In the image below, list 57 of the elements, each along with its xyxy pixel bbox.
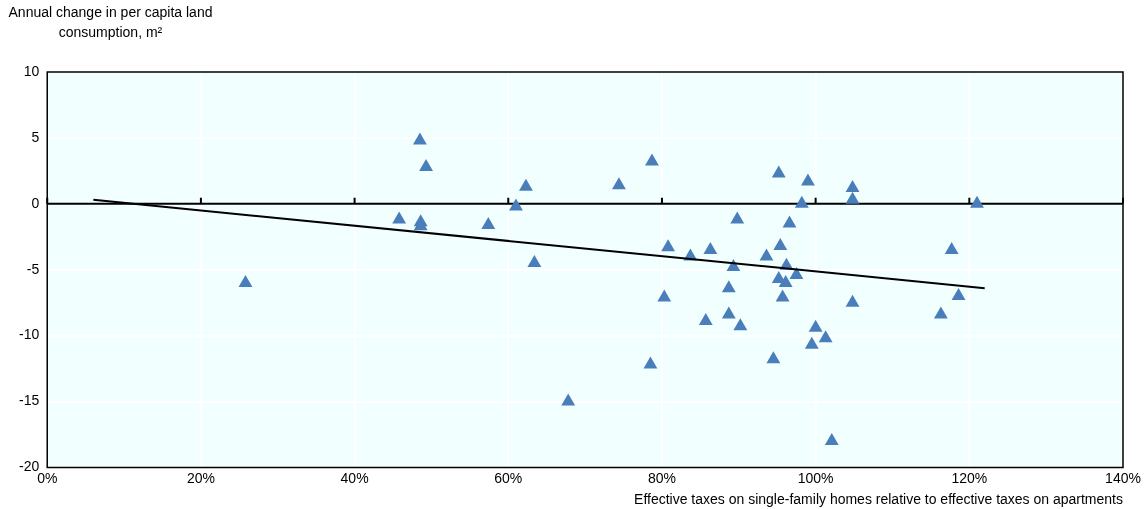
x-tick-label: 120% bbox=[951, 469, 988, 486]
x-tick-label: 40% bbox=[340, 469, 369, 486]
point bbox=[944, 241, 959, 254]
x-tick-label: 20% bbox=[186, 469, 215, 486]
point bbox=[561, 393, 576, 406]
point bbox=[703, 241, 718, 254]
point bbox=[773, 237, 788, 250]
point bbox=[845, 191, 860, 204]
x-axis-title: Effective taxes on single-family homes relative to effective taxes on apartments bbox=[634, 491, 1123, 508]
point bbox=[845, 179, 860, 192]
point bbox=[721, 306, 736, 319]
x-tick-label: 0% bbox=[37, 469, 58, 486]
y-tick-label: 0 bbox=[31, 194, 40, 211]
point bbox=[412, 132, 427, 145]
point bbox=[481, 216, 496, 229]
point bbox=[645, 153, 659, 166]
point bbox=[951, 288, 966, 301]
point bbox=[392, 211, 407, 224]
point bbox=[419, 158, 433, 171]
point bbox=[801, 173, 815, 186]
point bbox=[824, 433, 839, 446]
point bbox=[527, 255, 542, 268]
point bbox=[238, 274, 253, 287]
point bbox=[789, 266, 804, 279]
point bbox=[766, 351, 781, 364]
x-tick-label: 60% bbox=[494, 469, 523, 486]
point bbox=[519, 178, 533, 191]
point bbox=[778, 274, 793, 287]
point bbox=[804, 336, 819, 349]
point bbox=[771, 165, 786, 178]
x-tick-label: 80% bbox=[647, 469, 676, 486]
x-tick-label: 100% bbox=[797, 469, 834, 486]
y-tick-label: 10 bbox=[23, 62, 40, 79]
y-tick-label: -15 bbox=[19, 392, 40, 409]
point bbox=[775, 289, 790, 302]
point bbox=[657, 289, 672, 302]
y-axis-title: Annual change in per capita land consumption, m² bbox=[8, 3, 213, 42]
point bbox=[759, 248, 774, 261]
x-tick-label: 140% bbox=[1105, 469, 1141, 486]
point bbox=[733, 318, 748, 331]
y-tick-label: -10 bbox=[19, 326, 40, 343]
point bbox=[730, 211, 745, 224]
point bbox=[845, 294, 860, 307]
point bbox=[661, 239, 676, 252]
point bbox=[818, 330, 833, 343]
point bbox=[933, 306, 948, 319]
point bbox=[782, 215, 797, 228]
y-tick-label: -5 bbox=[26, 260, 40, 277]
point bbox=[970, 195, 984, 208]
point bbox=[794, 195, 809, 208]
point bbox=[808, 319, 823, 332]
y-tick-label: 5 bbox=[31, 128, 40, 145]
point bbox=[612, 177, 626, 190]
point bbox=[721, 280, 736, 293]
point bbox=[509, 198, 523, 211]
point bbox=[698, 313, 713, 326]
point bbox=[643, 356, 658, 369]
